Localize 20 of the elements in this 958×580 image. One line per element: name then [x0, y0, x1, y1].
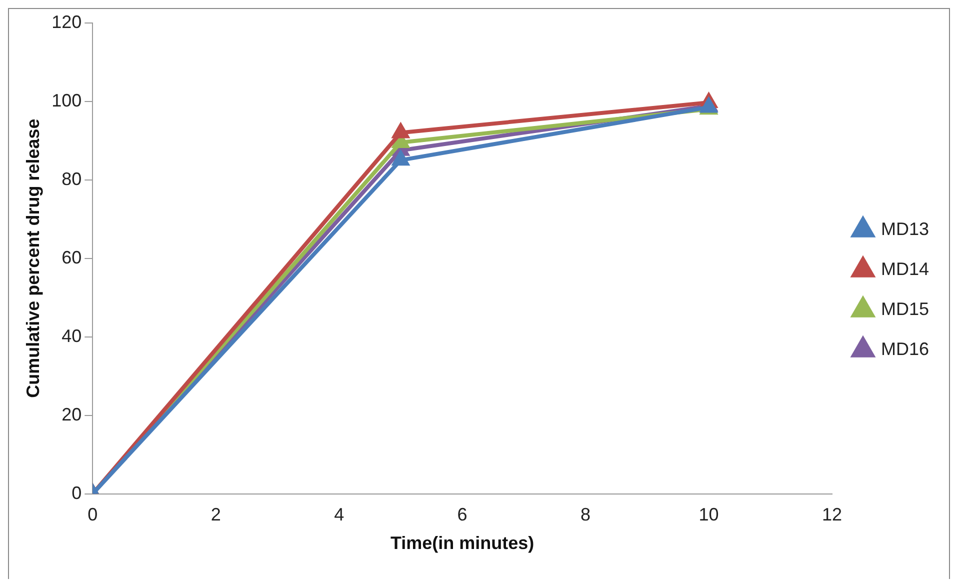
- y-tick-label: 20: [62, 404, 82, 424]
- x-tick-label: 0: [88, 504, 98, 525]
- y-tick-label: 120: [52, 12, 82, 32]
- legend-label: MD13: [880, 218, 929, 239]
- x-tick-label: 8: [580, 504, 591, 525]
- x-tick-label: 10: [698, 504, 719, 525]
- x-tick-label: 6: [457, 504, 468, 525]
- y-axis-title: Cumulative percent drug release: [22, 118, 43, 398]
- x-tick-label: 4: [334, 504, 344, 525]
- y-tick-label: 80: [62, 168, 82, 189]
- x-axis-title: Time(in minutes): [390, 533, 534, 554]
- legend-label: MD15: [880, 298, 929, 319]
- y-tick-label: 100: [52, 90, 82, 110]
- y-tick-label: 60: [62, 247, 82, 268]
- legend-label: MD16: [880, 338, 929, 359]
- x-tick-label: 12: [822, 504, 842, 525]
- legend-label: MD14: [880, 258, 929, 279]
- x-tick-label: 2: [210, 504, 221, 525]
- y-tick-label: 0: [72, 482, 82, 503]
- y-tick-label: 40: [62, 326, 82, 346]
